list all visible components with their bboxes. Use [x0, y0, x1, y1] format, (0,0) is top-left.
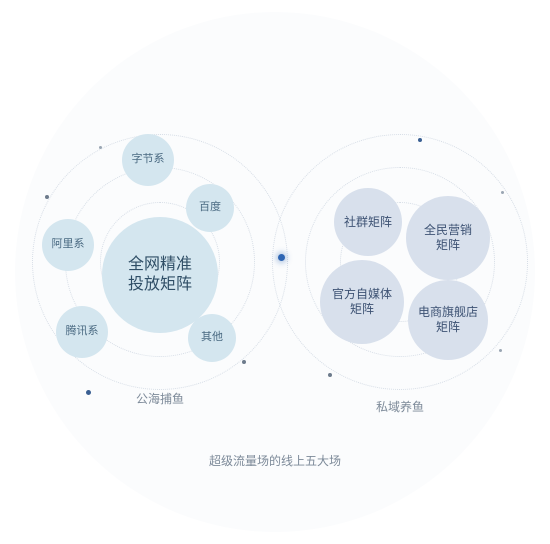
- right-group-label: 私域养鱼: [340, 398, 460, 415]
- orbit-dot: [86, 390, 91, 395]
- left-satellite-label: 字节系: [128, 153, 169, 167]
- orbit-dot: [501, 191, 504, 194]
- orbit-dot: [418, 138, 422, 142]
- left-satellite-bubble: 百度: [186, 184, 234, 232]
- orbit-dot: [242, 360, 246, 364]
- right-satellite-bubble: 社群矩阵: [334, 188, 402, 256]
- right-satellite-bubble: 电商旗舰店矩阵: [408, 280, 488, 360]
- right-orbit-ring: [272, 134, 528, 390]
- left-satellite-label: 百度: [195, 201, 225, 215]
- left-group-label: 公海捕鱼: [100, 390, 220, 407]
- orbit-dot: [328, 373, 332, 377]
- right-satellite-label: 电商旗舰店矩阵: [414, 305, 482, 335]
- left-satellite-label: 腾讯系: [62, 325, 103, 339]
- right-satellite-label: 社群矩阵: [340, 215, 396, 230]
- left-satellite-label: 阿里系: [48, 238, 89, 252]
- orbit-dot: [99, 146, 102, 149]
- left-satellite-label: 其他: [197, 331, 227, 345]
- right-satellite-label: 全民营销矩阵: [420, 223, 476, 253]
- left-satellite-bubble: 字节系: [122, 134, 174, 186]
- left-center-label: 全网精准投放矩阵: [124, 255, 196, 295]
- right-satellite-label: 官方自媒体矩阵: [328, 287, 396, 317]
- right-satellite-bubble: 官方自媒体矩阵: [320, 260, 404, 344]
- left-satellite-bubble: 其他: [188, 314, 236, 362]
- orbit-dot: [45, 195, 49, 199]
- orbit-dot: [499, 349, 502, 352]
- bottom-caption: 超级流量场的线上五大场: [155, 452, 395, 469]
- diagram-stage: 全网精准投放矩阵 字节系百度阿里系腾讯系 其他 公海捕鱼 社群矩阵全民营销矩阵官方…: [0, 0, 550, 544]
- left-satellite-bubble: 腾讯系: [56, 306, 108, 358]
- right-satellite-bubble: 全民营销矩阵: [406, 196, 490, 280]
- left-satellite-bubble: 阿里系: [42, 219, 94, 271]
- orbit-dot: [278, 254, 285, 261]
